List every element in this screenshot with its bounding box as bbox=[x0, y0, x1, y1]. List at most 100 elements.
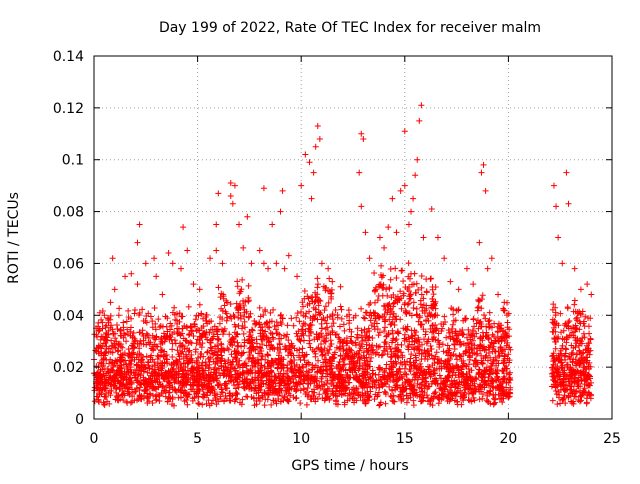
data-point bbox=[321, 307, 328, 314]
data-point bbox=[189, 365, 196, 372]
data-point bbox=[299, 345, 306, 352]
data-point bbox=[223, 310, 230, 317]
data-point bbox=[457, 341, 464, 348]
data-point bbox=[159, 291, 166, 298]
data-point bbox=[562, 400, 569, 407]
data-point bbox=[118, 356, 125, 363]
data-point bbox=[339, 364, 346, 371]
data-point bbox=[385, 224, 392, 231]
data-point bbox=[551, 335, 558, 342]
data-point bbox=[184, 247, 191, 254]
data-point bbox=[266, 338, 273, 345]
data-point bbox=[361, 384, 368, 391]
data-point bbox=[178, 265, 185, 272]
data-point bbox=[394, 370, 401, 377]
data-point bbox=[218, 352, 225, 359]
data-point bbox=[117, 341, 124, 348]
data-point bbox=[450, 351, 457, 358]
data-point bbox=[410, 344, 417, 351]
data-point bbox=[94, 384, 101, 391]
data-point bbox=[175, 394, 182, 401]
data-point bbox=[369, 335, 376, 342]
data-point bbox=[492, 396, 499, 403]
data-point bbox=[179, 330, 186, 337]
data-point bbox=[300, 380, 307, 387]
data-point bbox=[295, 379, 302, 386]
data-point bbox=[422, 374, 429, 381]
data-point bbox=[264, 390, 271, 397]
data-point bbox=[122, 357, 129, 364]
data-point bbox=[341, 355, 348, 362]
data-point bbox=[479, 337, 486, 344]
data-point bbox=[273, 359, 280, 366]
data-point bbox=[248, 385, 255, 392]
data-point bbox=[206, 364, 213, 371]
data-point bbox=[393, 275, 400, 282]
data-point bbox=[306, 326, 313, 333]
data-point bbox=[218, 326, 225, 333]
data-point bbox=[105, 365, 112, 372]
data-point bbox=[362, 392, 369, 399]
data-point bbox=[378, 352, 385, 359]
data-point bbox=[117, 327, 124, 334]
data-point bbox=[413, 311, 420, 318]
data-point bbox=[352, 367, 359, 374]
data-point bbox=[246, 313, 253, 320]
data-point bbox=[261, 389, 268, 396]
data-point bbox=[415, 318, 422, 325]
data-point bbox=[424, 313, 431, 320]
data-point bbox=[414, 380, 421, 387]
data-point bbox=[435, 337, 442, 344]
data-point bbox=[282, 343, 289, 350]
data-point bbox=[140, 380, 147, 387]
data-point bbox=[467, 336, 474, 343]
data-point bbox=[232, 376, 239, 383]
data-point bbox=[577, 383, 584, 390]
data-point bbox=[344, 372, 351, 379]
data-point bbox=[323, 373, 330, 380]
data-point bbox=[442, 358, 449, 365]
data-point bbox=[267, 343, 274, 350]
data-point bbox=[471, 323, 478, 330]
data-point bbox=[462, 348, 469, 355]
data-point bbox=[149, 318, 156, 325]
data-point bbox=[112, 371, 119, 378]
data-point bbox=[117, 380, 124, 387]
data-point bbox=[184, 367, 191, 374]
data-point bbox=[479, 381, 486, 388]
data-point bbox=[255, 374, 262, 381]
data-point bbox=[134, 397, 141, 404]
data-point bbox=[159, 390, 166, 397]
data-point bbox=[337, 283, 344, 290]
data-point bbox=[284, 331, 291, 338]
data-point bbox=[109, 255, 116, 262]
data-point bbox=[95, 342, 102, 349]
data-point bbox=[418, 388, 425, 395]
data-point bbox=[419, 397, 426, 404]
data-point bbox=[213, 326, 220, 333]
data-point bbox=[402, 370, 409, 377]
data-point bbox=[195, 394, 202, 401]
data-point bbox=[366, 334, 373, 341]
data-point bbox=[220, 331, 227, 338]
data-point bbox=[234, 350, 241, 357]
data-point bbox=[438, 327, 445, 334]
data-point bbox=[571, 301, 578, 308]
data-point bbox=[358, 130, 365, 137]
data-point bbox=[388, 386, 395, 393]
data-point bbox=[482, 315, 489, 322]
data-point bbox=[157, 323, 164, 330]
data-point bbox=[444, 394, 451, 401]
data-point bbox=[256, 344, 263, 351]
data-point bbox=[109, 326, 116, 333]
data-point bbox=[219, 389, 226, 396]
data-point bbox=[405, 344, 412, 351]
data-point bbox=[405, 334, 412, 341]
data-point bbox=[322, 303, 329, 310]
data-point bbox=[307, 344, 314, 351]
data-point bbox=[464, 334, 471, 341]
data-point bbox=[272, 374, 279, 381]
data-point bbox=[405, 300, 412, 307]
data-point bbox=[259, 377, 266, 384]
data-point bbox=[274, 344, 281, 351]
